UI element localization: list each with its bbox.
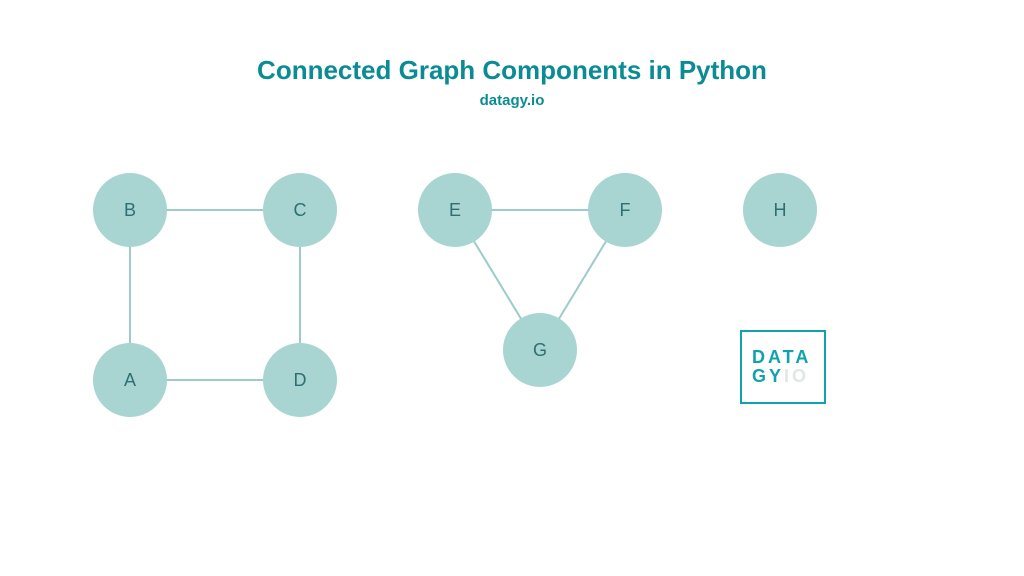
logo-line-2: GY IO (752, 367, 809, 386)
node-D: D (263, 343, 337, 417)
node-C: C (263, 173, 337, 247)
logo-text-gy: GY (752, 367, 784, 386)
datagy-logo: DATA GY IO (740, 330, 826, 404)
node-H: H (743, 173, 817, 247)
graph-node-layer: B C A D E FG H (0, 0, 1024, 576)
node-F: F (588, 173, 662, 247)
node-G: G (503, 313, 577, 387)
logo-line-1: DATA (752, 348, 811, 367)
node-E: E (418, 173, 492, 247)
node-B: B (93, 173, 167, 247)
node-A: A (93, 343, 167, 417)
logo-text-io: IO (784, 367, 809, 386)
